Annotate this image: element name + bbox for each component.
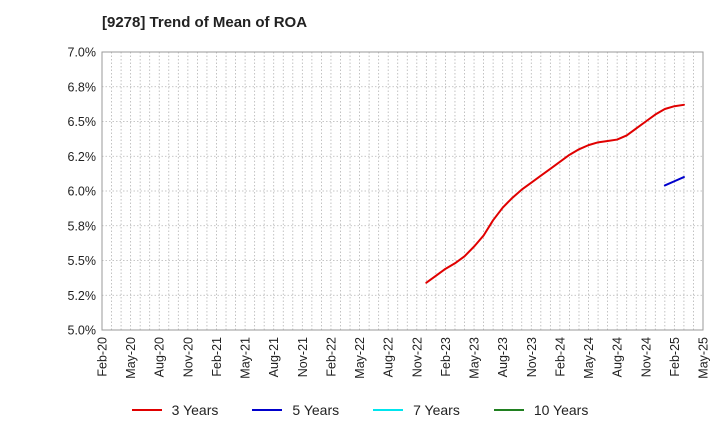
y-tick-label: 6.8%: [68, 80, 97, 94]
legend-item-3-years[interactable]: 3 Years: [131, 402, 219, 418]
series-line-3-years: [425, 103, 685, 284]
legend: 3 Years 5 Years 7 Years 10 Years: [0, 402, 720, 418]
series-lines: [425, 103, 685, 284]
x-tick-label: Aug-22: [382, 337, 396, 377]
x-tick-label: Nov-22: [410, 337, 424, 377]
x-tick-label: Feb-21: [210, 337, 224, 377]
x-tick-label: Nov-20: [181, 337, 195, 377]
x-tick-label: May-22: [353, 337, 367, 379]
x-tick-label: May-20: [124, 337, 138, 379]
legend-swatch-10-years: [493, 409, 524, 411]
legend-item-10-years[interactable]: 10 Years: [493, 402, 589, 418]
x-tick-label: Nov-24: [639, 337, 653, 377]
plot-area: [101, 51, 704, 331]
x-tick-label: Aug-23: [496, 337, 510, 377]
x-tick-label: Feb-22: [324, 337, 338, 377]
legend-label-5-years: 5 Years: [292, 402, 340, 418]
x-tick-label: Aug-20: [153, 337, 167, 377]
x-tick-label: Nov-23: [525, 337, 539, 377]
x-tick-label: Feb-24: [553, 337, 567, 377]
y-tick-labels: 5.0% 5.2% 5.5% 5.8% 6.0% 6.2% 6.5% 6.8% 7.0%: [68, 46, 97, 338]
x-tick-label: May-25: [697, 337, 711, 379]
y-tick-label: 5.0%: [68, 324, 97, 338]
legend-item-7-years[interactable]: 7 Years: [373, 402, 460, 418]
y-tick-label: 5.5%: [68, 254, 97, 268]
x-tick-label: May-24: [582, 337, 596, 379]
x-tick-label: Feb-25: [668, 337, 682, 377]
x-tick-label: May-21: [239, 337, 253, 379]
legend-swatch-7-years: [373, 409, 404, 411]
x-tick-label: Aug-21: [267, 337, 281, 377]
chart-title: [9278] Trend of Mean of ROA: [102, 14, 308, 31]
x-tick-label: Feb-23: [439, 337, 453, 377]
legend-label-10-years: 10 Years: [533, 402, 589, 418]
legend-label-7-years: 7 Years: [413, 402, 460, 418]
series-line-5-years: [663, 176, 685, 187]
y-tick-label: 6.0%: [68, 185, 97, 199]
x-tick-labels: Feb-20 May-20 Aug-20 Nov-20 Feb-21 May-21 Aug-…: [96, 337, 711, 379]
legend-label-3-years: 3 Years: [171, 402, 219, 418]
x-tick-label: Nov-21: [296, 337, 310, 377]
y-tick-label: 6.2%: [68, 150, 97, 164]
legend-swatch-3-years: [131, 409, 162, 411]
x-tick-label: May-23: [468, 337, 482, 379]
grid-layer: [102, 52, 703, 330]
legend-item-5-years[interactable]: 5 Years: [252, 402, 339, 418]
y-tick-label: 6.5%: [68, 115, 97, 129]
x-tick-label: Aug-24: [611, 337, 625, 377]
y-tick-label: 5.8%: [68, 219, 97, 233]
y-tick-label: 5.2%: [68, 289, 97, 303]
y-tick-label: 7.0%: [68, 46, 97, 60]
legend-swatch-5-years: [252, 409, 283, 411]
x-tick-label: Feb-20: [96, 337, 110, 377]
